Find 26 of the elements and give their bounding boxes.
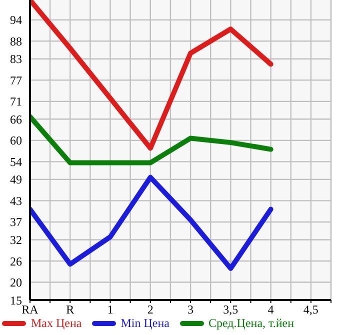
y-tick-label: 37 bbox=[10, 215, 22, 230]
x-tick-label: 3,5 bbox=[223, 302, 238, 317]
legend-label: Min Цена bbox=[120, 316, 170, 331]
x-tick-label: 3 bbox=[188, 302, 194, 317]
x-tick-label: 1 bbox=[107, 302, 114, 317]
y-tick-label: 83 bbox=[10, 52, 22, 66]
y-tick-label: 71 bbox=[10, 94, 22, 109]
x-tick-label: RA bbox=[22, 302, 39, 317]
x-tick-label: 4 bbox=[268, 302, 274, 317]
y-tick-label: 43 bbox=[10, 194, 22, 208]
x-tick-label: 2 bbox=[147, 302, 154, 317]
y-tick-label: 60 bbox=[10, 134, 22, 148]
y-tick-label: 20 bbox=[10, 276, 22, 290]
x-tick-label: 4,5 bbox=[303, 302, 318, 317]
y-tick-label: 66 bbox=[10, 112, 22, 126]
x-tick-label: R bbox=[66, 302, 74, 317]
y-tick-label: 88 bbox=[10, 34, 22, 48]
y-tick-label: 49 bbox=[10, 172, 22, 187]
y-tick-label: 15 bbox=[10, 293, 22, 308]
legend-label: Сред.Цена, т.йен bbox=[208, 316, 294, 331]
legend-label: Max Цена bbox=[30, 316, 82, 331]
y-tick-label: 32 bbox=[10, 232, 22, 247]
y-tick-label: 26 bbox=[10, 254, 22, 268]
y-tick-label: 77 bbox=[10, 73, 22, 88]
y-tick-label: 94 bbox=[10, 13, 22, 28]
y-tick-label: 54 bbox=[10, 154, 22, 169]
